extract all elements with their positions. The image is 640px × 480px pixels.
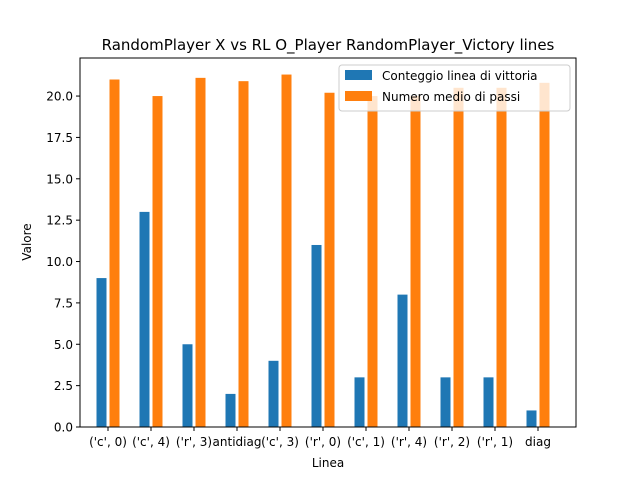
bar-avg-steps xyxy=(281,74,292,428)
bar-win-count xyxy=(397,294,408,427)
y-tick-label: 5.0 xyxy=(54,338,73,352)
y-tick-label: 0.0 xyxy=(54,421,73,435)
y-tick-label: 7.5 xyxy=(54,296,73,310)
legend: Conteggio linea di vittoria Numero medio… xyxy=(338,64,571,112)
y-axis-label: Valore xyxy=(20,223,34,260)
y-axis-ticks: 0.0 2.5 5.0 7.5 10.0 12.5 15.0 17.5 20.0 xyxy=(46,90,80,435)
legend-label-avg-steps: Numero medio di passi xyxy=(382,90,520,104)
x-tick-label: ('c', 1) xyxy=(347,435,385,449)
x-tick-label: ('c', 3) xyxy=(261,435,299,449)
legend-frame xyxy=(338,64,571,112)
bar-avg-steps xyxy=(152,96,163,427)
bar-win-count xyxy=(139,211,150,427)
x-tick-label: antidiag xyxy=(213,435,262,449)
bar-win-count xyxy=(440,377,451,427)
plot-frame xyxy=(79,57,577,428)
bar-win-count xyxy=(354,377,365,427)
y-tick-label: 15.0 xyxy=(46,172,73,186)
bar-avg-steps xyxy=(410,96,421,427)
x-axis-label: Linea xyxy=(312,456,344,470)
bar-avg-steps xyxy=(453,87,464,427)
x-tick-label: ('r', 3) xyxy=(176,435,212,449)
legend-swatch-win-count xyxy=(345,70,372,80)
x-tick-label: ('r', 1) xyxy=(477,435,513,449)
bar-avg-steps xyxy=(496,87,507,427)
x-tick-label: ('r', 2) xyxy=(434,435,470,449)
x-tick-label: ('c', 4) xyxy=(132,435,170,449)
bar-avg-steps xyxy=(109,79,120,427)
y-tick-label: 20.0 xyxy=(46,90,73,104)
x-axis-ticks: ('c', 0) ('c', 4) ('r', 3) antidiag ('c', 3)… xyxy=(89,427,551,449)
x-tick-label: diag xyxy=(525,435,551,449)
bar-avg-steps xyxy=(324,92,335,427)
bar-win-count xyxy=(268,360,279,427)
bar-win-count xyxy=(526,410,537,427)
x-tick-label: ('c', 0) xyxy=(89,435,127,449)
legend-swatch-avg-steps xyxy=(345,91,372,101)
bar-win-count xyxy=(182,344,193,427)
bar-win-count xyxy=(483,377,494,427)
y-tick-label: 2.5 xyxy=(54,379,73,393)
bar-avg-steps xyxy=(195,77,206,428)
legend-label-win-count: Conteggio linea di vittoria xyxy=(382,69,538,83)
bar-avg-steps xyxy=(539,82,550,427)
y-tick-label: 12.5 xyxy=(46,214,73,228)
y-tick-label: 10.0 xyxy=(46,255,73,269)
bar-win-count xyxy=(311,244,322,427)
x-tick-label: ('r', 0) xyxy=(305,435,341,449)
bar-win-count xyxy=(225,393,236,427)
bar-win-count xyxy=(96,278,107,427)
y-tick-label: 17.5 xyxy=(46,131,73,145)
bar-avg-steps xyxy=(238,81,249,428)
chart-title: RandomPlayer X vs RL O_Player RandomPlay… xyxy=(102,36,555,55)
bars-group xyxy=(96,74,550,428)
x-tick-label: ('r', 4) xyxy=(391,435,427,449)
bar-avg-steps xyxy=(367,96,378,427)
